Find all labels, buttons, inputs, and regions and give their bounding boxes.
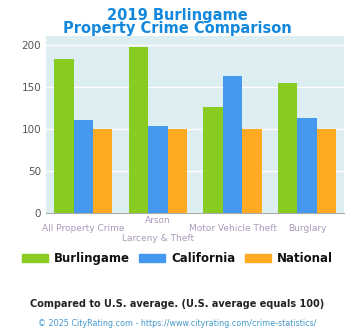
Bar bbox=[168, 129, 187, 213]
Text: Burglary: Burglary bbox=[288, 224, 326, 233]
Bar bbox=[203, 107, 223, 213]
Bar bbox=[242, 129, 262, 213]
Bar bbox=[297, 118, 317, 213]
Text: 2019 Burlingame: 2019 Burlingame bbox=[107, 8, 248, 23]
Text: Larceny & Theft: Larceny & Theft bbox=[122, 234, 194, 243]
Text: All Property Crime: All Property Crime bbox=[42, 224, 125, 233]
Legend: Burlingame, California, National: Burlingame, California, National bbox=[17, 247, 338, 270]
Bar bbox=[54, 59, 74, 213]
Text: © 2025 CityRating.com - https://www.cityrating.com/crime-statistics/: © 2025 CityRating.com - https://www.city… bbox=[38, 319, 317, 328]
Bar bbox=[317, 129, 336, 213]
Bar bbox=[223, 76, 242, 213]
Bar bbox=[278, 82, 297, 213]
Text: Arson: Arson bbox=[145, 216, 171, 225]
Bar bbox=[129, 47, 148, 213]
Text: Property Crime Comparison: Property Crime Comparison bbox=[63, 21, 292, 36]
Bar bbox=[93, 129, 113, 213]
Bar bbox=[74, 120, 93, 213]
Text: Motor Vehicle Theft: Motor Vehicle Theft bbox=[189, 224, 277, 233]
Bar bbox=[148, 126, 168, 213]
Text: Compared to U.S. average. (U.S. average equals 100): Compared to U.S. average. (U.S. average … bbox=[31, 299, 324, 309]
